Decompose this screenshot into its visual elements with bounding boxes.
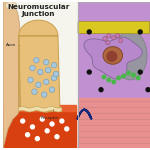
Circle shape (51, 62, 57, 68)
Circle shape (44, 60, 49, 65)
Polygon shape (84, 37, 142, 79)
Circle shape (44, 79, 49, 85)
Circle shape (106, 40, 110, 45)
Polygon shape (3, 2, 20, 148)
Bar (78, 2, 150, 98)
Bar (78, 2, 150, 148)
Circle shape (30, 65, 35, 71)
Circle shape (60, 119, 64, 123)
Circle shape (87, 70, 91, 74)
Circle shape (38, 69, 43, 75)
Polygon shape (19, 107, 62, 112)
Circle shape (107, 34, 111, 38)
Text: Receptor: Receptor (40, 109, 59, 120)
Circle shape (103, 37, 107, 41)
Circle shape (53, 71, 59, 77)
Circle shape (21, 119, 25, 123)
Bar (78, 98, 150, 148)
Text: Axon: Axon (6, 43, 20, 47)
Circle shape (42, 92, 47, 97)
Circle shape (118, 39, 123, 43)
Text: Neuromuscular
Junction: Neuromuscular Junction (7, 4, 70, 18)
Ellipse shape (103, 47, 123, 64)
Circle shape (28, 77, 33, 83)
Circle shape (55, 135, 59, 139)
Circle shape (117, 76, 120, 80)
Circle shape (146, 88, 150, 92)
Circle shape (138, 30, 142, 34)
Circle shape (50, 122, 54, 126)
Bar (3, 2, 76, 148)
Circle shape (34, 58, 39, 63)
Circle shape (51, 75, 57, 81)
FancyBboxPatch shape (78, 22, 150, 33)
Circle shape (40, 117, 44, 121)
Circle shape (30, 125, 34, 129)
Circle shape (136, 76, 140, 80)
Bar (3, 105, 76, 111)
Circle shape (35, 137, 39, 141)
Circle shape (112, 80, 116, 84)
Circle shape (99, 88, 103, 92)
Circle shape (32, 89, 37, 94)
Circle shape (102, 75, 106, 79)
Circle shape (36, 82, 41, 88)
Circle shape (49, 87, 55, 92)
Circle shape (45, 67, 51, 73)
Circle shape (138, 70, 142, 74)
Circle shape (116, 34, 120, 38)
Circle shape (107, 51, 117, 61)
Ellipse shape (114, 31, 147, 80)
Circle shape (65, 127, 69, 131)
Ellipse shape (5, 2, 17, 9)
Circle shape (87, 30, 91, 34)
Circle shape (122, 74, 125, 78)
Polygon shape (19, 20, 62, 112)
Bar (78, 2, 150, 148)
Circle shape (112, 36, 116, 40)
Circle shape (132, 73, 135, 77)
Circle shape (45, 129, 49, 133)
Circle shape (26, 133, 30, 137)
Circle shape (127, 71, 130, 75)
Bar (3, 109, 76, 148)
Circle shape (107, 78, 111, 82)
